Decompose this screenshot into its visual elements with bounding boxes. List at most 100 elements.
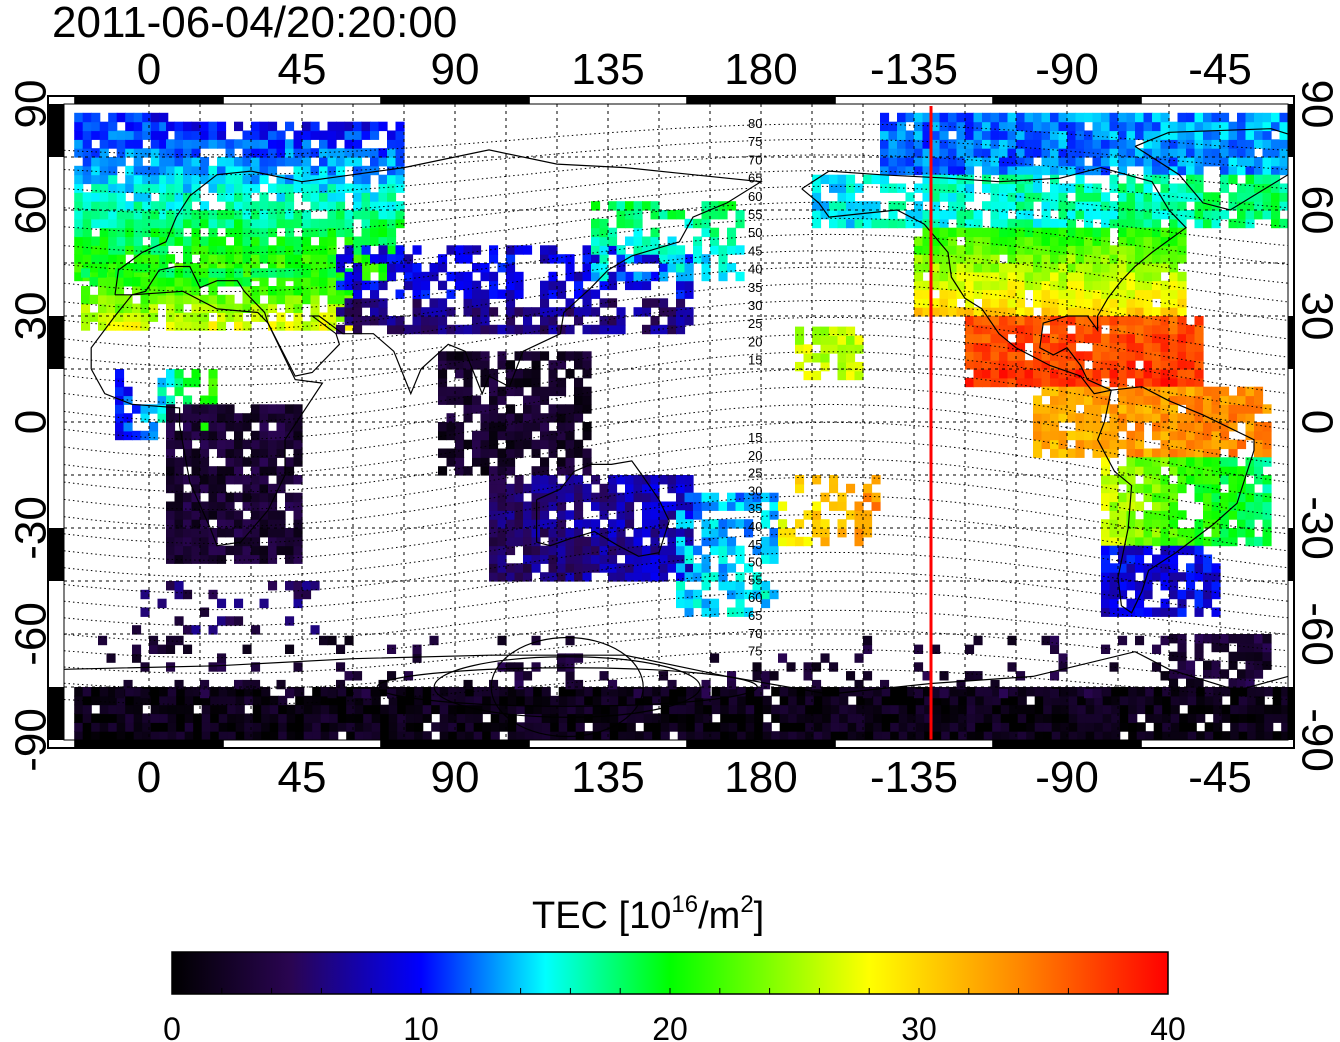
tec-cell-4231 [949, 687, 959, 697]
tec-cell-2463 [922, 218, 932, 229]
tec-cell-2637 [1228, 201, 1238, 211]
tec-cell-1903 [701, 598, 711, 609]
tec-cell-1880 [676, 581, 686, 591]
tec-cell-356 [251, 183, 261, 193]
tec-cell-301 [225, 254, 235, 264]
tec-cell-2568 [1109, 218, 1119, 229]
maglat-contour [64, 138, 1288, 176]
tec-cell-451 [302, 148, 312, 158]
tec-cell-1420 [285, 492, 295, 503]
tec-cell-1839 [659, 545, 669, 556]
tec-cell-985 [582, 254, 592, 264]
tec-cell-3483 [1203, 483, 1213, 494]
tec-cell-1835 [650, 475, 660, 485]
tec-cell-659 [140, 321, 150, 331]
tec-cell-2590 [1143, 210, 1153, 220]
tec-cell-4427 [1247, 731, 1257, 740]
tec-cell-3829 [354, 695, 364, 706]
tec-cell-2899 [1118, 307, 1128, 317]
tec-cell-2909 [1126, 307, 1136, 317]
tec-cell-2432 [846, 183, 856, 193]
tec-cell-2293 [1135, 121, 1145, 132]
tec-cell-1547 [523, 439, 533, 450]
tec-cell-400 [276, 210, 286, 220]
tec-cell-909 [480, 316, 490, 326]
tec-cell-388 [268, 165, 278, 176]
tec-cell-1058 [591, 227, 601, 238]
tec-cell-4266 [1000, 695, 1010, 706]
tec-cell-748 [268, 268, 278, 278]
tec-cell-3944 [533, 731, 543, 740]
tec-cell-1104 [667, 236, 677, 246]
tec-cell-3714 [184, 713, 194, 723]
tec-cell-4465 [157, 644, 167, 654]
tec-cell-3200 [1050, 439, 1060, 450]
tec-cell-3142 [1152, 351, 1162, 361]
tec-cell-1330 [234, 475, 244, 485]
tec-cell-3457 [1169, 457, 1179, 467]
tec-cell-1975 [769, 536, 779, 547]
tec-cell-3135 [1143, 342, 1153, 352]
tec-cell-4085 [737, 695, 747, 706]
tec-cell-3073 [1067, 316, 1077, 326]
tec-cell-4535 [727, 671, 737, 681]
tec-cell-2513 [1007, 192, 1017, 202]
tec-cell-2056 [803, 536, 813, 547]
tec-cell-2917 [1126, 236, 1136, 246]
tec-cell-952 [540, 280, 550, 291]
tec-cell-62 [99, 192, 109, 202]
tec-cell-3833 [363, 713, 373, 723]
tec-cell-4385 [1179, 722, 1189, 732]
tec-cell-3164 [1177, 369, 1187, 379]
tec-cell-3876 [422, 687, 432, 697]
tec-cell-1002 [608, 271, 618, 282]
tec-cell-3421 [1143, 536, 1153, 547]
tec-cell-2648 [1245, 192, 1255, 202]
tec-cell-2310 [1160, 157, 1170, 167]
tec-cell-3183 [1194, 333, 1204, 344]
tec-cell-2295 [1143, 165, 1153, 176]
tec-cell-608 [395, 218, 405, 229]
tec-cell-2709 [948, 298, 958, 308]
tec-cell-760 [293, 321, 303, 331]
tec-cell-2049 [778, 501, 788, 511]
tec-cell-3028 [1016, 324, 1026, 335]
tec-cell-2597 [1152, 201, 1162, 211]
tec-cell-279 [208, 174, 218, 185]
tec-cell-3018 [1007, 351, 1017, 361]
tec-cell-3545 [1262, 483, 1272, 494]
tec-cell-1609 [574, 413, 584, 423]
tec-cell-363 [251, 121, 261, 132]
tec-cell-3126 [1135, 351, 1145, 361]
tec-cell-4150 [839, 722, 849, 732]
tec-cell-3095 [1101, 369, 1111, 379]
tec-cell-3779 [278, 695, 288, 706]
tec-cell-1012 [625, 271, 635, 282]
tec-cell-3822 [346, 704, 356, 715]
tec-cell-3313 [1186, 430, 1196, 441]
tec-cell-2575 [1118, 201, 1128, 211]
tec-cell-592 [387, 245, 397, 255]
tec-cell-453 [302, 130, 312, 140]
tec-cell-1324 [234, 545, 244, 556]
tec-cell-2571 [1109, 183, 1119, 193]
tec-cell-3283 [1152, 422, 1162, 432]
tec-cell-1748 [582, 554, 592, 564]
tec-cell-2396 [1271, 157, 1281, 167]
tec-cell-1799 [625, 510, 635, 520]
tec-cell-1475 [463, 466, 473, 476]
tec-cell-19 [82, 263, 92, 273]
tec-cell-1320 [225, 422, 235, 432]
tec-cell-989 [591, 289, 601, 299]
tec-cell-604 [387, 139, 397, 149]
tec-cell-5 [74, 227, 84, 238]
tec-cell-653 [123, 268, 133, 278]
tec-cell-2212 [1033, 148, 1043, 158]
tec-cell-134 [133, 157, 143, 167]
tec-cell-877 [438, 307, 448, 317]
tec-cell-2565 [1101, 210, 1111, 220]
tec-cell-3939 [524, 722, 534, 732]
tec-cell-3882 [439, 722, 449, 732]
tec-cell-1755 [591, 554, 601, 564]
tec-cell-2155 [956, 112, 966, 123]
